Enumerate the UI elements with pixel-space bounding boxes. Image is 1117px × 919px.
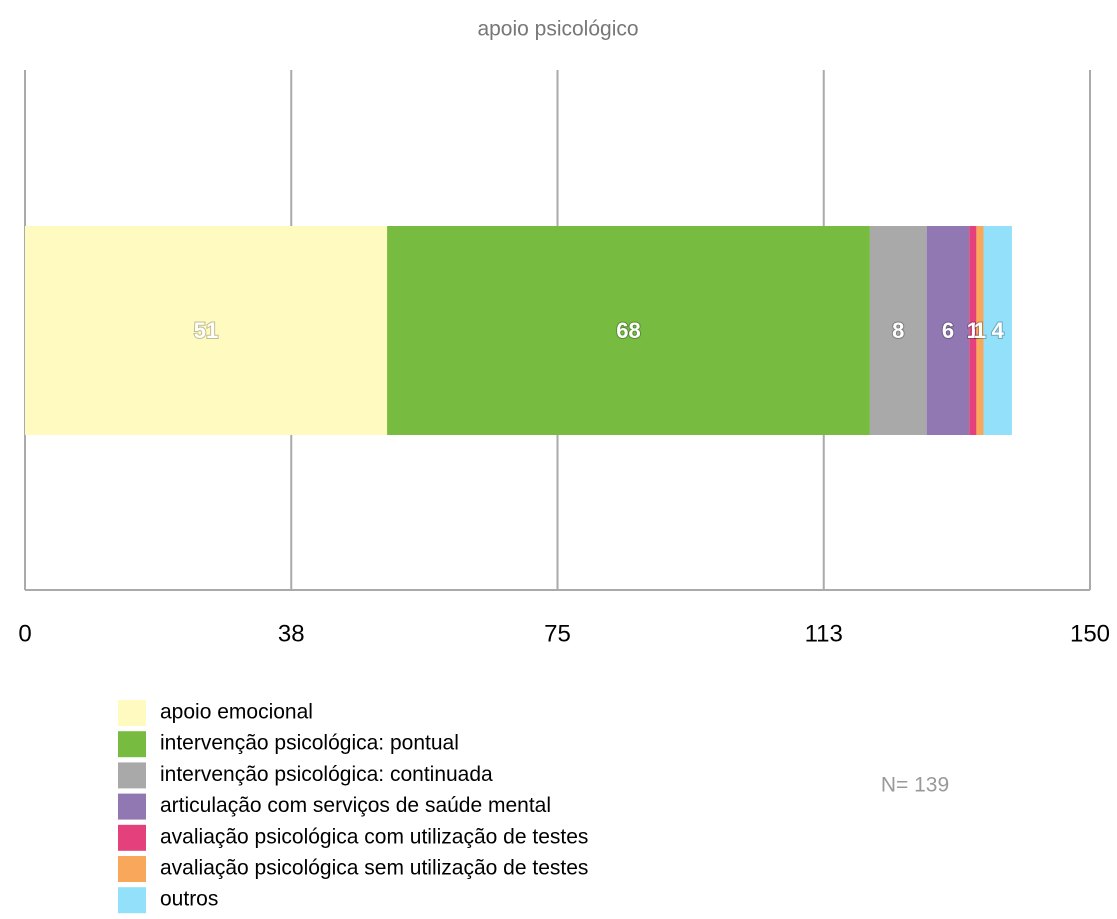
legend-swatch: [118, 731, 146, 758]
legend-label: intervenção psicológica: pontual: [160, 732, 459, 755]
data-label: 6: [942, 318, 954, 343]
data-label: 1: [967, 318, 979, 343]
legend-swatch: [118, 762, 146, 789]
x-tick-label: 38: [278, 620, 305, 647]
data-label: 8: [892, 318, 904, 343]
x-tick-label: 113: [805, 620, 843, 647]
legend-label: avaliação psicológica com utilização de …: [160, 825, 588, 848]
legend-swatch: [118, 824, 146, 851]
x-tick-label: 75: [544, 620, 571, 647]
data-label: 51: [194, 318, 218, 343]
annotation: N= 139: [881, 774, 949, 797]
bar-segment: [983, 226, 1012, 435]
legend-swatch: [118, 856, 146, 882]
data-label: 68: [616, 318, 640, 343]
legend-label: avaliação psicológica sem utilização de …: [160, 857, 588, 880]
legend-label: articulação com serviços de saúde mental: [160, 794, 551, 817]
bar-segment: [25, 226, 388, 435]
legend-swatch: [118, 793, 146, 820]
chart-title: apoio psicológico: [477, 18, 638, 41]
x-tick-label: 0: [18, 620, 31, 647]
bar-segment: [387, 226, 870, 435]
bar-segment: [869, 226, 927, 435]
bar-segment: [976, 226, 984, 435]
legend-label: outros: [160, 888, 218, 911]
legend-label: intervenção psicológica: continuada: [160, 763, 493, 786]
legend-swatch: [118, 887, 146, 914]
data-label: 1: [974, 318, 986, 343]
bar-segment: [926, 226, 970, 435]
x-tick-label: 150: [1070, 620, 1110, 647]
legend-swatch: [118, 700, 146, 726]
legend-label: apoio emocional: [160, 701, 313, 724]
data-label: 4: [992, 318, 1005, 343]
bar-segment: [969, 226, 977, 435]
